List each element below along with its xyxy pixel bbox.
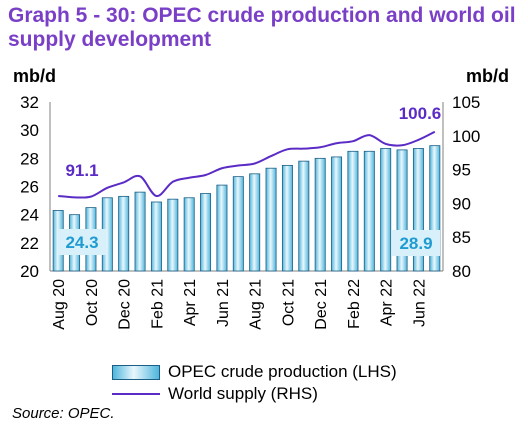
bar [396, 149, 408, 272]
left-tick-label: 24 [20, 206, 39, 225]
bar-label-last-box [392, 230, 440, 256]
bar [265, 167, 277, 272]
right-tick-label: 105 [452, 93, 480, 112]
bar [331, 156, 343, 272]
bar [314, 157, 326, 272]
x-tick-label: Aug 20 [51, 279, 68, 330]
bar [200, 193, 212, 272]
world-supply-line-group [58, 130, 436, 199]
right-tick-label: 80 [452, 262, 471, 281]
bar [249, 173, 261, 272]
bar [183, 197, 195, 272]
x-tick-label: Jun 21 [215, 279, 232, 327]
line-label-last: 100.6 [399, 104, 442, 123]
bar-label-last: 28.9 [399, 234, 432, 253]
legend-item-world: World supply (RHS) [112, 383, 397, 405]
bar [298, 160, 310, 272]
line-label-first: 91.1 [65, 161, 98, 180]
legend-label-opec: OPEC crude production (LHS) [168, 362, 397, 381]
x-tick-label: Aug 21 [248, 279, 265, 330]
bar-label-first: 24.3 [65, 233, 98, 252]
left-tick-label: 26 [20, 178, 39, 197]
source-note: Source: OPEC. [12, 405, 115, 422]
left-tick-label: 32 [20, 93, 39, 112]
bar [118, 195, 130, 272]
legend-label-world: World supply (RHS) [168, 384, 318, 403]
bar [150, 201, 162, 272]
legend-item-opec: OPEC crude production (LHS) [112, 361, 397, 383]
bar-label-first-box [58, 229, 106, 255]
legend-bar-swatch [112, 364, 160, 380]
left-tick-label: 30 [20, 121, 39, 140]
bar [347, 150, 359, 272]
right-tick-label: 100 [452, 127, 480, 146]
bar [216, 184, 228, 272]
bar [232, 176, 244, 272]
bar [134, 191, 146, 272]
x-tick-label: Feb 22 [346, 279, 363, 329]
x-tick-label: Jun 22 [411, 279, 428, 327]
legend: OPEC crude production (LHS) World supply… [112, 361, 397, 405]
left-tick-label: 22 [20, 234, 39, 253]
left-tick-label: 28 [20, 149, 39, 168]
axes: 20 22 24 26 28 30 32 80 85 90 95 100 105 [20, 93, 480, 281]
x-tick-label: Oct 21 [280, 279, 297, 326]
x-tick-labels: Aug 20 Oct 20 Dec 20 Feb 21 Apr 21 Jun 21 Aug … [51, 279, 428, 330]
bar [429, 145, 441, 272]
right-tick-label: 90 [452, 194, 471, 213]
left-tick-label: 20 [20, 262, 39, 281]
bar [380, 148, 392, 272]
right-axis-unit: mb/d [466, 66, 509, 86]
world-supply-line [58, 130, 436, 199]
bar [363, 150, 375, 272]
data-labels: 91.1 100.6 24.3 28.9 [58, 104, 441, 256]
x-tick-label: Apr 21 [182, 279, 199, 326]
bar [412, 148, 424, 272]
legend-line-swatch [112, 393, 160, 395]
bar [167, 198, 179, 272]
x-tick-label: Dec 20 [117, 279, 134, 330]
right-tick-label: 95 [452, 161, 471, 180]
x-tick-label: Dec 21 [313, 279, 330, 330]
x-tick-label: Oct 20 [84, 279, 101, 326]
x-tick-label: Apr 22 [379, 279, 396, 326]
chart-title: Graph 5 - 30: OPEC crude production and … [8, 4, 516, 51]
right-tick-label: 85 [452, 228, 471, 247]
bars [52, 145, 441, 272]
x-tick-label: Feb 21 [149, 279, 166, 329]
left-axis-unit: mb/d [13, 66, 56, 86]
bar [281, 164, 293, 272]
